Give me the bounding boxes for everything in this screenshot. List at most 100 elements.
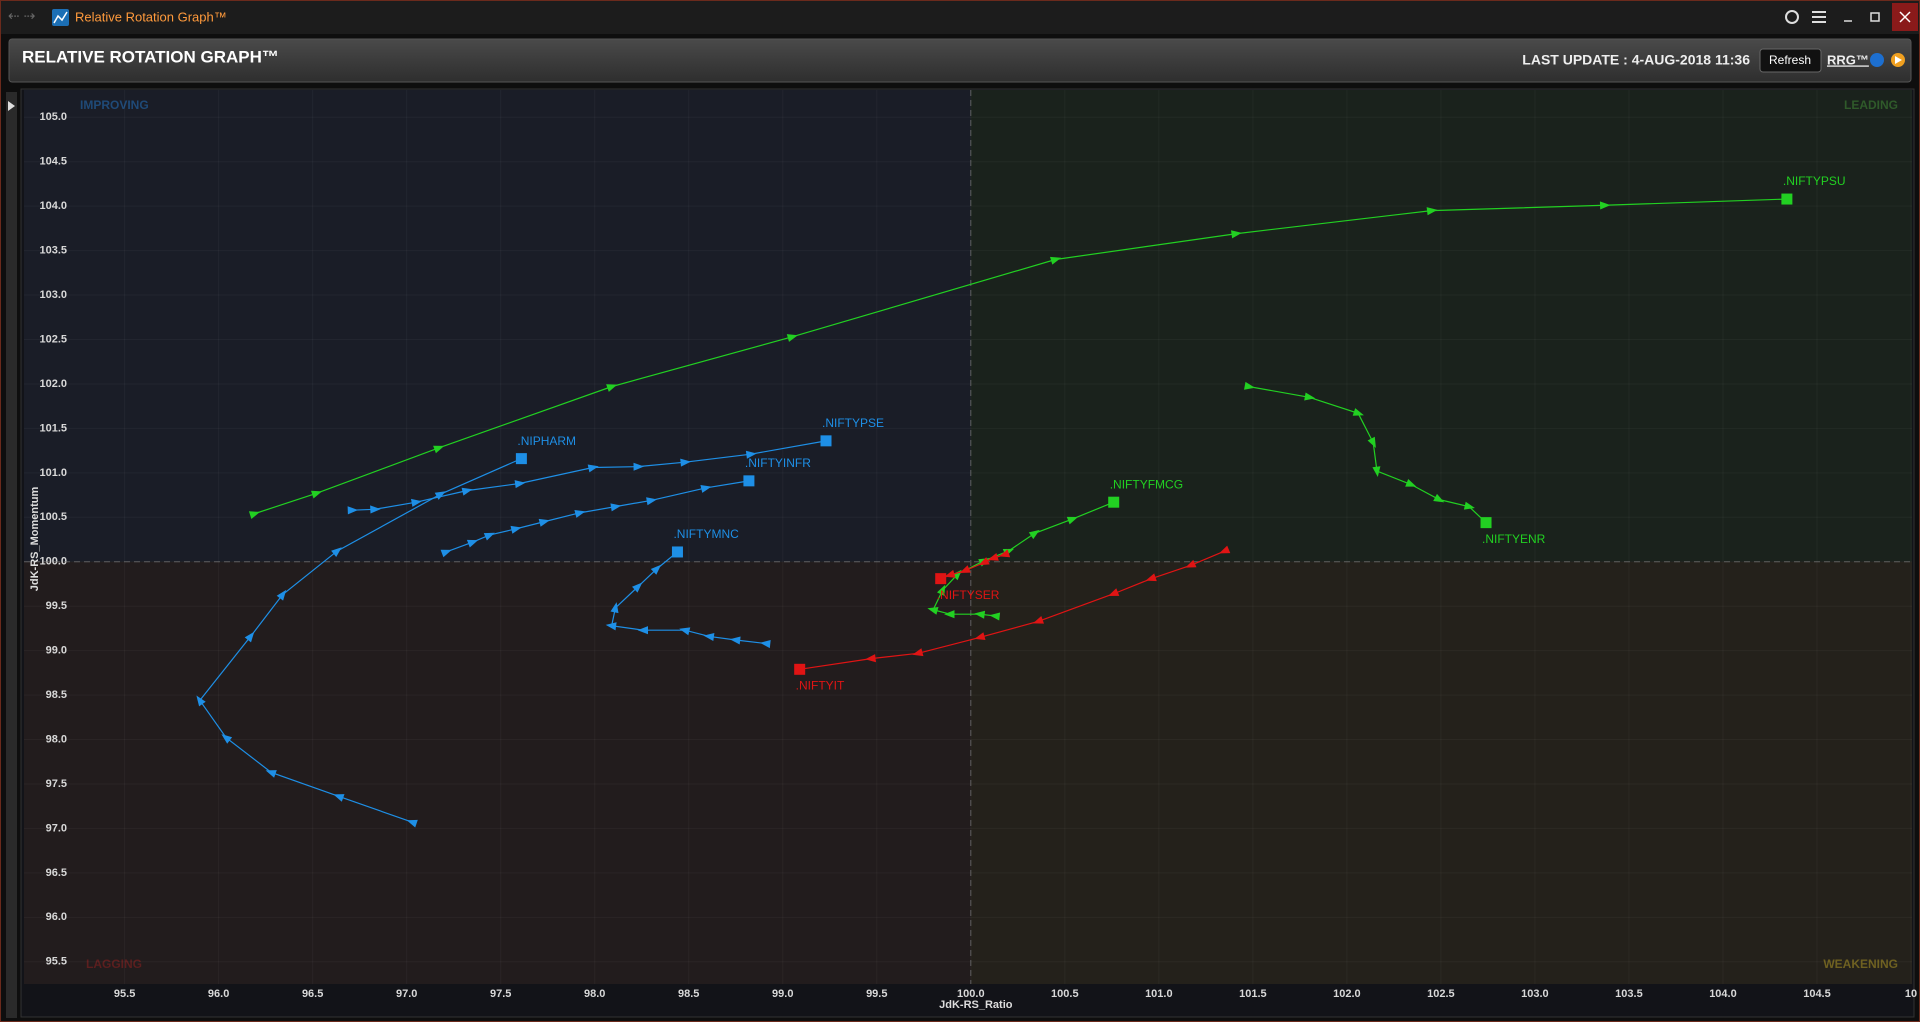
series-label: .NIFTYFMCG bbox=[1110, 477, 1183, 491]
trail-marker bbox=[1066, 516, 1078, 525]
quadrant bbox=[24, 90, 971, 562]
end-marker bbox=[1781, 193, 1793, 205]
trail-marker bbox=[937, 584, 946, 596]
end-marker bbox=[820, 435, 832, 447]
menu-button[interactable] bbox=[1812, 11, 1826, 23]
trail-marker bbox=[370, 505, 381, 514]
end-marker bbox=[935, 573, 947, 585]
series-label: .NIPHARM bbox=[517, 434, 576, 448]
trail-marker bbox=[587, 464, 599, 473]
trail-marker bbox=[433, 445, 445, 454]
y-tick-label: 98.0 bbox=[46, 733, 67, 745]
trail-marker bbox=[510, 525, 522, 534]
end-marker bbox=[671, 546, 683, 558]
window-title: Relative Rotation Graph™ bbox=[75, 9, 227, 24]
trail-marker bbox=[461, 487, 473, 496]
trail bbox=[199, 458, 522, 823]
y-tick-label: 105.0 bbox=[39, 111, 67, 123]
rrg-link[interactable]: RRG™ bbox=[1827, 52, 1869, 67]
side-strip bbox=[6, 92, 17, 1018]
y-tick-label: 100.0 bbox=[39, 556, 67, 568]
y-tick-label: 104.5 bbox=[39, 156, 67, 168]
trail-marker bbox=[865, 654, 876, 663]
y-tick-label: 98.5 bbox=[46, 689, 67, 701]
trail-marker bbox=[912, 648, 924, 657]
x-tick-label: 102.0 bbox=[1333, 988, 1361, 1000]
trail-marker bbox=[927, 607, 939, 615]
y-tick-label: 102.0 bbox=[39, 378, 67, 390]
x-tick-label: 103.0 bbox=[1521, 988, 1549, 1000]
y-tick-label: 96.0 bbox=[46, 911, 67, 923]
series-label: .NIFTYIT bbox=[796, 678, 845, 692]
close-glyph bbox=[1899, 11, 1911, 23]
trail-marker bbox=[703, 633, 715, 641]
trail-marker bbox=[978, 557, 990, 566]
trail-marker bbox=[1108, 588, 1120, 596]
trail-marker bbox=[1032, 616, 1044, 624]
x-tick-label: 98.5 bbox=[678, 988, 699, 1000]
trail-marker bbox=[974, 610, 986, 619]
trail-marker bbox=[333, 794, 345, 802]
y-tick-label: 100.5 bbox=[39, 511, 67, 523]
trail-marker bbox=[987, 553, 999, 561]
y-tick-label: 96.5 bbox=[46, 867, 67, 879]
trail-marker bbox=[244, 631, 255, 643]
series-label: .NIFTYPSU bbox=[1783, 174, 1846, 188]
trail-marker bbox=[944, 610, 955, 619]
trail-marker bbox=[606, 384, 618, 392]
trail-marker bbox=[989, 612, 1001, 621]
trail-marker bbox=[1372, 466, 1381, 477]
y-tick-label: 101.5 bbox=[39, 422, 67, 434]
trail-marker bbox=[745, 450, 757, 459]
quadrant-label: LEADING bbox=[1844, 98, 1898, 112]
app-icon-glyph bbox=[53, 11, 68, 24]
y-axis-label: JdK-RS_Momentum bbox=[29, 487, 41, 592]
trail-marker bbox=[1231, 230, 1242, 239]
x-tick-label: 104.0 bbox=[1709, 988, 1737, 1000]
refresh-button[interactable] bbox=[1759, 48, 1822, 73]
series-label: .NIFTYSER bbox=[937, 588, 1000, 602]
trail-marker bbox=[729, 636, 741, 645]
trail-marker bbox=[1599, 201, 1611, 210]
help-button[interactable] bbox=[1870, 53, 1884, 67]
y-tick-label: 103.5 bbox=[39, 245, 67, 257]
quadrant bbox=[970, 90, 1912, 562]
x-tick-label: 103.5 bbox=[1615, 988, 1643, 1000]
y-tick-label: 102.5 bbox=[39, 333, 67, 345]
trail bbox=[352, 440, 827, 511]
trail-marker bbox=[1367, 436, 1376, 448]
trail-marker bbox=[406, 819, 418, 828]
trail-marker bbox=[650, 564, 662, 575]
end-marker bbox=[1480, 517, 1492, 529]
play-glyph bbox=[1895, 56, 1902, 64]
x-tick-label: 104.5 bbox=[1803, 988, 1831, 1000]
refresh-label[interactable]: Refresh bbox=[1769, 53, 1811, 67]
y-tick-label: 95.5 bbox=[46, 956, 67, 968]
x-tick-label: 97.0 bbox=[396, 988, 417, 1000]
trail-marker bbox=[605, 622, 617, 631]
plot: IMPROVING LEADING LAGGING WEAKENING 95.5 96.0… bbox=[24, 90, 1917, 1011]
y-tick-label: 97.5 bbox=[46, 778, 67, 790]
reload-button[interactable] bbox=[1785, 10, 1799, 24]
trail-marker bbox=[786, 334, 798, 342]
trail-marker bbox=[248, 511, 261, 519]
trail bbox=[610, 551, 766, 645]
series-label: .NIFTYINFR bbox=[745, 456, 811, 470]
trail-marker bbox=[1405, 479, 1417, 487]
series-label: .NIFTYMNC bbox=[673, 527, 739, 541]
restore-button[interactable] bbox=[1870, 12, 1880, 22]
trail-marker bbox=[1433, 493, 1445, 503]
trail-marker bbox=[632, 582, 643, 593]
side-toggle[interactable] bbox=[8, 101, 15, 111]
trail-marker bbox=[514, 480, 526, 489]
trail-marker bbox=[610, 602, 619, 614]
nav-arrows[interactable]: ⇠ ⇢ bbox=[8, 8, 36, 24]
x-tick-label: 10 bbox=[1905, 988, 1917, 1000]
trail-marker bbox=[331, 547, 342, 557]
trail-marker bbox=[959, 565, 971, 573]
trail-marker bbox=[1050, 256, 1062, 265]
trail-marker bbox=[759, 640, 771, 649]
trail-marker bbox=[679, 627, 691, 636]
trail-marker bbox=[974, 632, 986, 640]
